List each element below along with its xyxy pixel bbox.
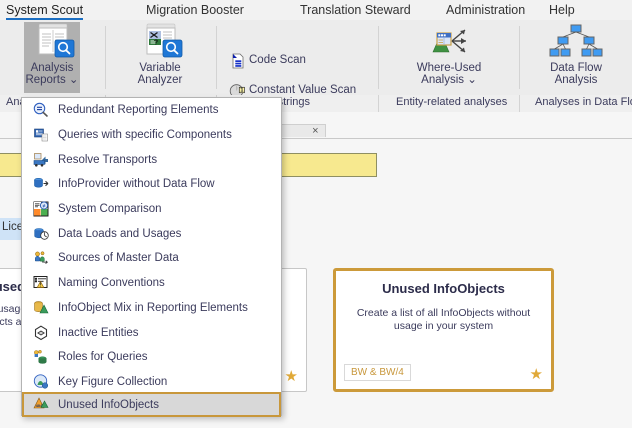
svg-text:?: ? [154, 40, 158, 47]
svg-text:!: ! [40, 283, 42, 289]
svg-text:1: 1 [240, 88, 243, 94]
svg-text:≠: ≠ [43, 203, 46, 209]
